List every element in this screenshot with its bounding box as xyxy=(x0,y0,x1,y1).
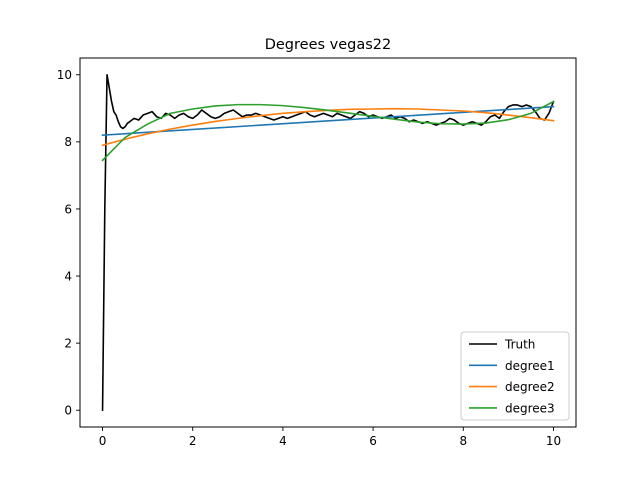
y-tick-label: 8 xyxy=(64,135,72,149)
legend-box xyxy=(460,331,570,421)
legend-label-degree2: degree2 xyxy=(505,380,555,394)
y-axis: 0 2 4 6 8 10 xyxy=(57,68,80,418)
x-tick-label: 4 xyxy=(279,434,287,448)
series-layer xyxy=(101,73,555,412)
y-tick-label: 10 xyxy=(57,68,72,82)
x-tick-label: 10 xyxy=(546,434,561,448)
chart-title: Degrees vegas22 xyxy=(265,37,392,53)
x-tick-label: 0 xyxy=(99,434,107,448)
y-tick-label: 2 xyxy=(64,336,72,350)
x-tick-label: 8 xyxy=(459,434,467,448)
y-tick-label: 6 xyxy=(64,202,72,216)
legend-label-truth: Truth xyxy=(504,338,535,352)
series-line-degree3 xyxy=(101,100,555,162)
legend-label-degree3: degree3 xyxy=(505,401,555,415)
x-tick-label: 2 xyxy=(189,434,197,448)
legend: Truth degree1 degree2 degree3 xyxy=(460,331,570,421)
x-axis: 0 2 4 6 8 10 xyxy=(99,427,561,448)
y-tick-label: 4 xyxy=(64,269,72,283)
legend-label-degree1: degree1 xyxy=(505,359,555,373)
plot-frame xyxy=(79,57,577,428)
series-line-truth xyxy=(101,73,555,412)
x-tick-label: 6 xyxy=(369,434,377,448)
y-tick-label: 0 xyxy=(64,404,72,418)
